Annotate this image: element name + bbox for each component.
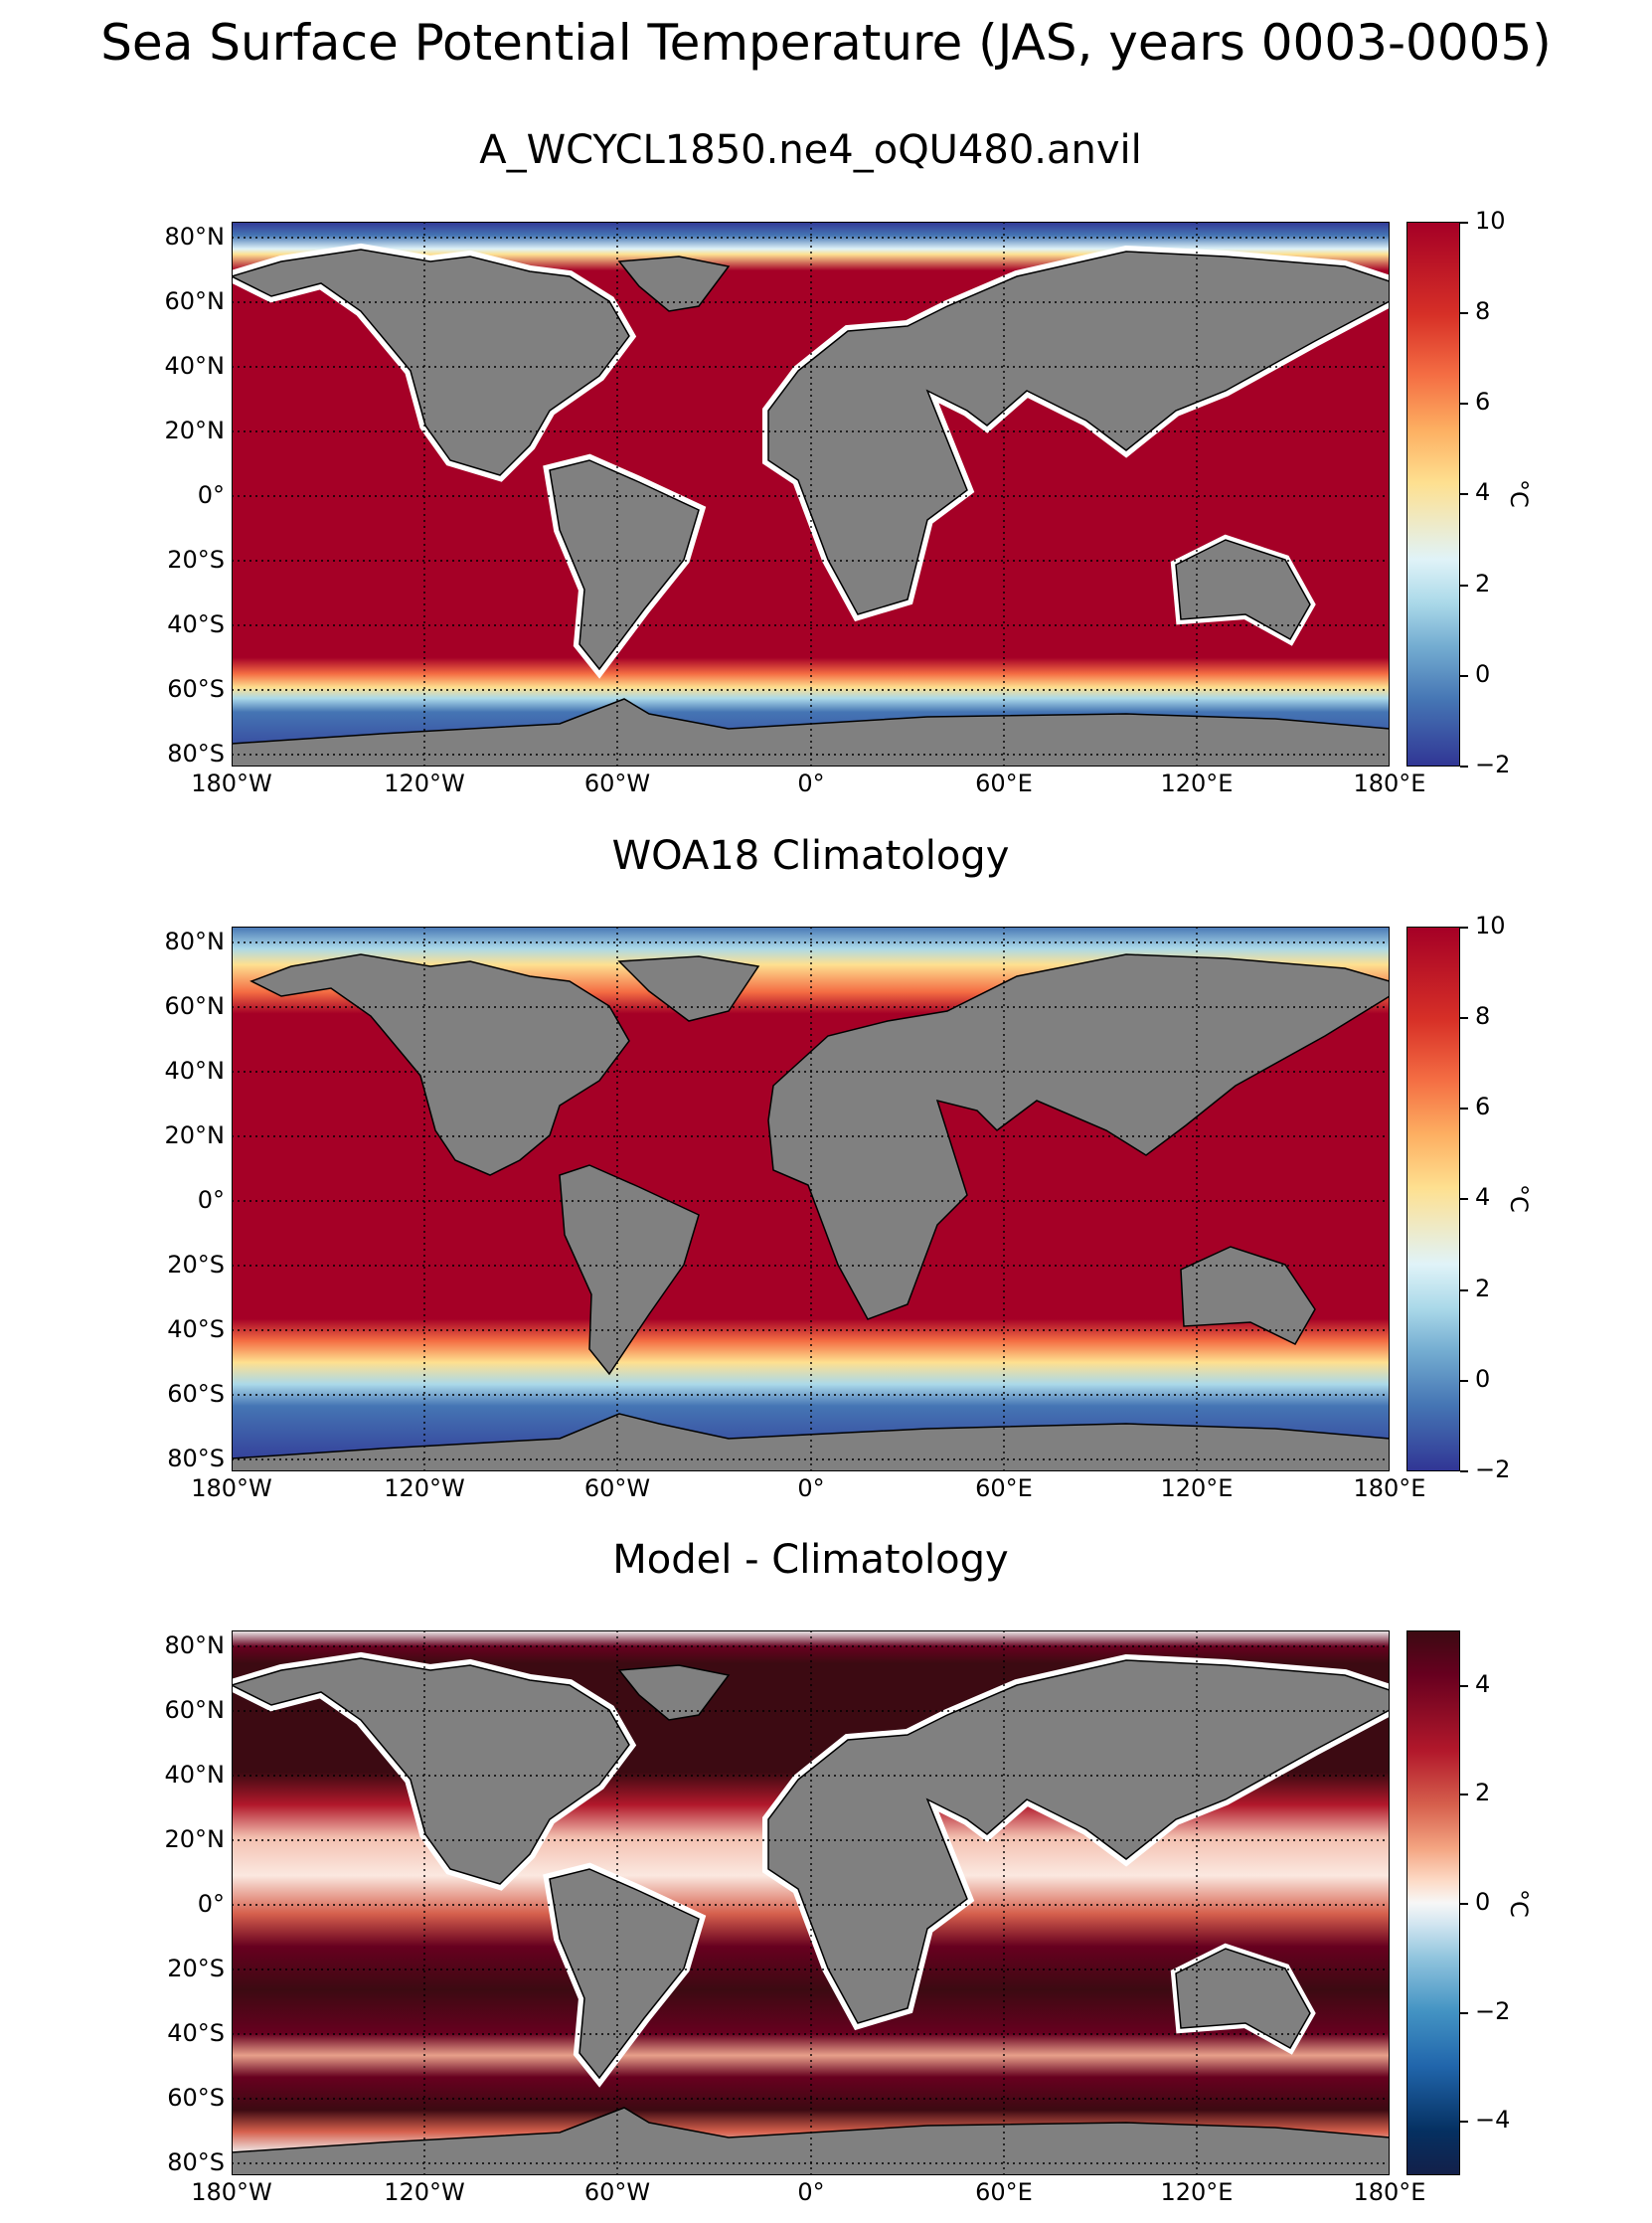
lon-label: 120°W: [384, 770, 465, 797]
panel-2-colorbar-unit: °C: [1505, 1184, 1533, 1213]
colorbar-tick: 4: [1475, 1183, 1491, 1211]
panel-1-frame: [232, 222, 1390, 767]
panel-1-title: A_WCYCL1850.ne4_oQU480.anvil: [479, 127, 1142, 173]
lat-label: 40°S: [167, 1315, 225, 1343]
lon-label: 120°E: [1160, 2178, 1234, 2206]
colorbar-tick: 8: [1475, 1002, 1491, 1030]
panel-2-frame: [232, 927, 1390, 1471]
colorbar-tick: 2: [1475, 1779, 1491, 1806]
lon-label: 60°E: [975, 770, 1033, 797]
panel-3-frame: [232, 1630, 1390, 2175]
lat-label: 60°S: [167, 2084, 225, 2112]
lon-label: 180°W: [191, 1474, 272, 1502]
lat-label: 80°S: [167, 2148, 225, 2176]
lat-label: 80°S: [167, 740, 225, 768]
colorbar-tick: −4: [1475, 2106, 1511, 2134]
panel-2-map: [232, 927, 1390, 1471]
panel-3-gridlines: [232, 1630, 1390, 2175]
lon-label: 180°W: [191, 2178, 272, 2206]
lat-label: 20°N: [164, 417, 226, 444]
colorbar-tick: 0: [1475, 1365, 1491, 1393]
lat-label: 20°S: [167, 1955, 225, 1982]
panel-1-land: [232, 243, 1390, 767]
colorbar-tick: 6: [1475, 1093, 1491, 1120]
colorbar-tick: 10: [1475, 207, 1506, 235]
panel-1-map-svg: [232, 222, 1390, 767]
lat-label: 80°N: [164, 928, 226, 955]
lon-label: 60°W: [583, 2178, 651, 2206]
lon-label: 60°E: [975, 1474, 1033, 1502]
lon-label: 60°W: [583, 770, 651, 797]
colorbar-tick: 2: [1475, 1275, 1491, 1302]
lat-label: 60°N: [164, 992, 226, 1020]
lat-label: 40°N: [164, 352, 226, 380]
panel-1-colorbar-unit: °C: [1505, 479, 1533, 508]
panel-3-title: Model - Climatology: [612, 1537, 1009, 1583]
lat-label: 20°S: [167, 546, 225, 574]
lon-label: 120°E: [1160, 770, 1234, 797]
panel-1-gridlines: [232, 222, 1390, 767]
lon-label: 180°E: [1353, 2178, 1426, 2206]
panel-3-colorbar: [1406, 1630, 1460, 2175]
colorbar-tick: 4: [1475, 1670, 1491, 1698]
colorbar-tick: 2: [1475, 570, 1491, 598]
panel-2-land: [232, 953, 1390, 1471]
colorbar-tick: 0: [1475, 1888, 1491, 1916]
lon-label: 180°W: [191, 770, 272, 797]
lat-label: 80°N: [164, 1631, 226, 1659]
lat-label: 20°S: [167, 1251, 225, 1279]
panel-3-land: [232, 1651, 1390, 2175]
panel-3-map: [232, 1630, 1390, 2175]
lat-label: 20°N: [164, 1825, 226, 1853]
lon-label: 0°: [797, 2178, 825, 2206]
panel-2-title: WOA18 Climatology: [611, 833, 1010, 879]
lat-label: 0°: [197, 1186, 225, 1214]
panel-2-map-svg: [232, 927, 1390, 1471]
lat-label: 60°N: [164, 1696, 226, 1724]
lon-label: 120°W: [384, 1474, 465, 1502]
panel-2-colorbar: [1406, 927, 1460, 1471]
lon-label: 180°E: [1353, 770, 1426, 797]
lat-label: 0°: [197, 481, 225, 509]
panel-3-colorbar-unit: °C: [1505, 1889, 1533, 1918]
lat-label: 60°S: [167, 1380, 225, 1408]
lon-label: 180°E: [1353, 1474, 1426, 1502]
lat-label: 60°S: [167, 675, 225, 703]
lat-label: 40°N: [164, 1761, 226, 1789]
colorbar-tick: −2: [1475, 1997, 1511, 2025]
panel-3-map-svg: [232, 1630, 1390, 2175]
lat-label: 40°S: [167, 610, 225, 638]
lon-label: 60°W: [583, 1474, 651, 1502]
panel-1-colorbar: [1406, 222, 1460, 767]
panel-2-gridlines: [232, 927, 1390, 1471]
lat-label: 20°N: [164, 1121, 226, 1149]
lat-label: 80°S: [167, 1445, 225, 1472]
colorbar-tick: 8: [1475, 297, 1491, 325]
lon-label: 0°: [797, 1474, 825, 1502]
lon-label: 60°E: [975, 2178, 1033, 2206]
lat-label: 40°N: [164, 1057, 226, 1085]
colorbar-tick: −2: [1475, 751, 1511, 778]
lat-label: 60°N: [164, 287, 226, 315]
colorbar-tick: 0: [1475, 660, 1491, 688]
panel-1-map: [232, 222, 1390, 767]
colorbar-tick: 10: [1475, 912, 1506, 940]
lon-label: 0°: [797, 770, 825, 797]
colorbar-tick: 6: [1475, 388, 1491, 416]
lat-label: 0°: [197, 1890, 225, 1918]
lat-label: 80°N: [164, 223, 226, 251]
lon-label: 120°W: [384, 2178, 465, 2206]
colorbar-tick: 4: [1475, 478, 1491, 506]
colorbar-tick: −2: [1475, 1455, 1511, 1483]
lat-label: 40°S: [167, 2019, 225, 2047]
figure-title: Sea Surface Potential Temperature (JAS, …: [100, 14, 1552, 72]
lon-label: 120°E: [1160, 1474, 1234, 1502]
